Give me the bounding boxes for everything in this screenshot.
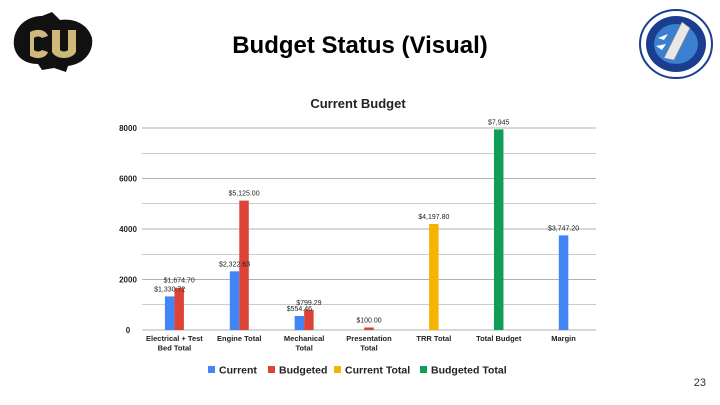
legend-label: Budgeted Total	[431, 365, 507, 377]
y-tick-label: 6000	[119, 175, 137, 184]
bar-budgeted	[304, 309, 314, 330]
y-tick-label: 8000	[119, 124, 137, 133]
category-label: Total	[360, 344, 377, 353]
data-label: $554.46	[287, 306, 312, 313]
data-label: $5,125.00	[228, 191, 259, 198]
category-label: Bed Total	[158, 344, 192, 353]
bar-budgeted	[174, 287, 184, 330]
bar-current-total	[429, 224, 439, 330]
bar-budgeted	[364, 327, 374, 330]
data-label: $7,945	[488, 119, 510, 126]
data-label: $1,330.72	[154, 286, 185, 293]
data-label: $799.29	[296, 300, 321, 307]
legend-label: Current	[219, 365, 257, 377]
data-label: $4,197.80	[418, 214, 449, 221]
y-tick-label: 4000	[119, 225, 137, 234]
bar-budgeted	[239, 200, 249, 330]
legend-label: Budgeted	[279, 365, 327, 377]
category-label: Presentation	[346, 334, 392, 343]
legend-swatch	[420, 366, 427, 373]
bar-current	[294, 315, 305, 330]
data-label: $3,747.20	[548, 225, 579, 232]
legend-label: Current Total	[345, 365, 410, 377]
category-label: Total	[295, 344, 312, 353]
chart-title: Current Budget	[310, 96, 406, 111]
category-label: Total Budget	[476, 334, 522, 343]
bar-current	[164, 296, 175, 330]
data-label: $100.00	[356, 317, 381, 324]
data-label: $1,674.70	[164, 278, 195, 285]
page-number: 23	[693, 377, 706, 389]
category-label: Electrical + Test	[146, 334, 203, 343]
data-label: $2,322.63	[219, 261, 250, 268]
category-label: TRR Total	[416, 334, 451, 343]
legend-swatch	[268, 366, 275, 373]
category-label: Margin	[551, 334, 576, 343]
bar-current	[558, 235, 569, 330]
legend-swatch	[208, 366, 215, 373]
y-tick-label: 2000	[119, 276, 137, 285]
slide-title: Budget Status (Visual)	[232, 32, 488, 59]
cu-buffalo-logo	[13, 12, 93, 72]
category-label: Engine Total	[217, 334, 261, 343]
bar-budgeted-total	[493, 129, 504, 330]
category-label: Mechanical	[284, 334, 324, 343]
bar-current	[229, 271, 240, 330]
y-tick-label: 0	[126, 326, 131, 335]
legend-swatch	[334, 366, 341, 373]
air-force-research-lab-seal	[639, 9, 713, 79]
